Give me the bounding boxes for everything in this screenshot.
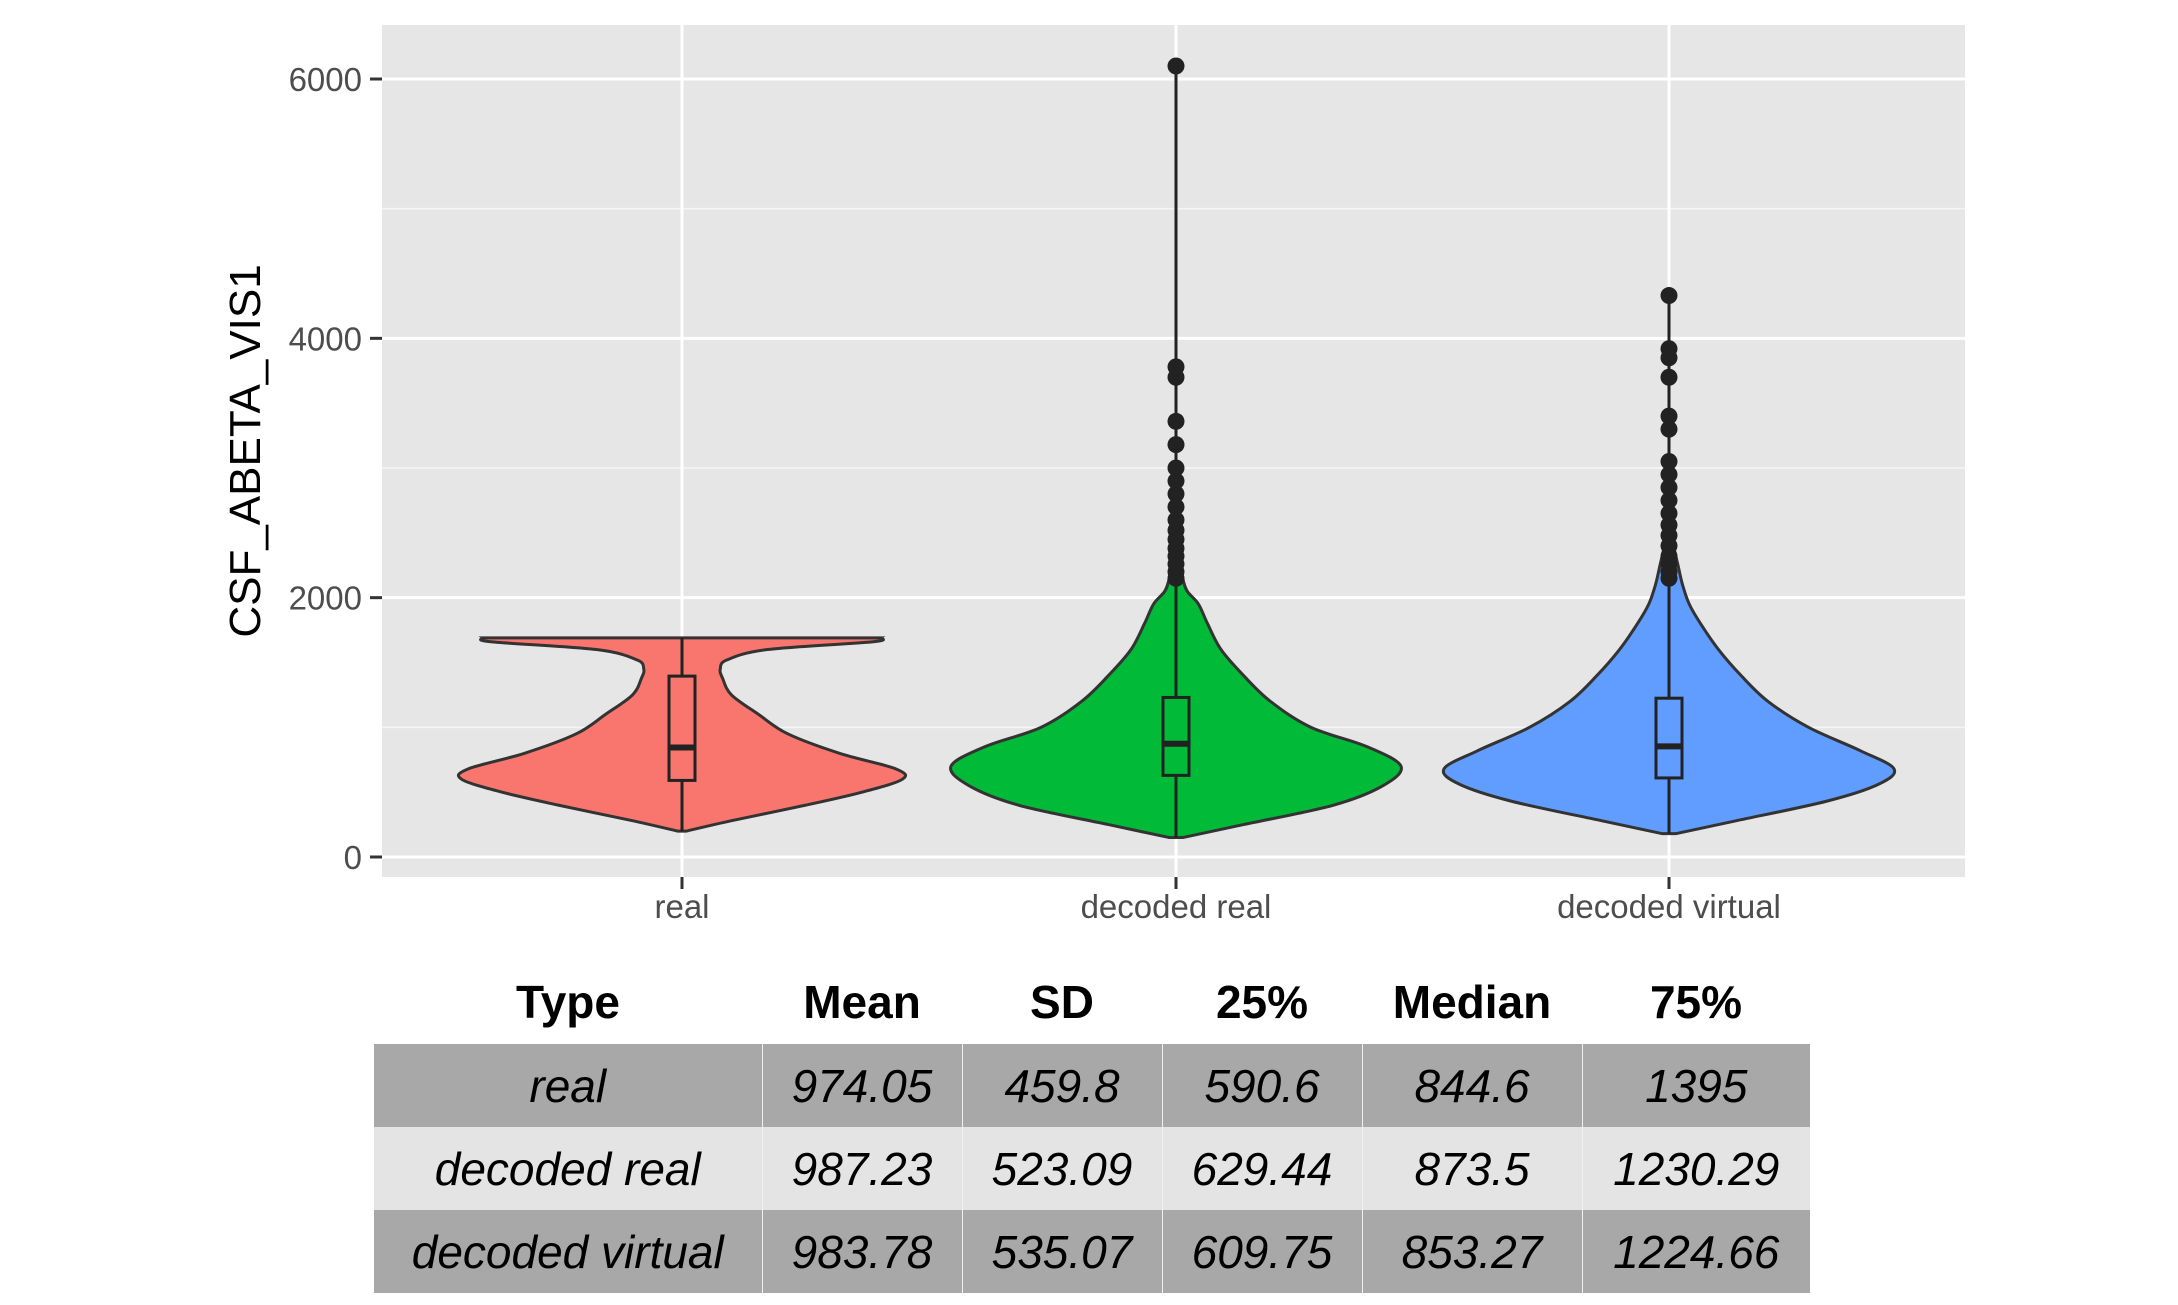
outlier-point — [1660, 368, 1678, 386]
outlier-point — [1660, 420, 1678, 438]
boxplots — [667, 57, 1684, 838]
cell-sd: 459.8 — [961, 1044, 1162, 1127]
cell-median: 853.27 — [1361, 1210, 1582, 1293]
cell-25: 629.44 — [1161, 1127, 1362, 1210]
y-tick-label: 0 — [344, 839, 362, 876]
y-tick-label: 2000 — [289, 580, 362, 617]
table-row: decoded real 987.23 523.09 629.44 873.5 … — [374, 1127, 1810, 1210]
cell-mean: 983.78 — [761, 1210, 962, 1293]
outlier-point — [1660, 504, 1678, 522]
box — [667, 674, 697, 782]
cell-type: decoded real — [374, 1127, 762, 1210]
cell-type: decoded virtual — [374, 1210, 762, 1293]
table-row: real 974.05 459.8 590.6 844.6 1395 — [374, 1044, 1810, 1127]
outlier-point — [1167, 57, 1185, 75]
cell-sd: 523.09 — [961, 1127, 1162, 1210]
cell-25: 609.75 — [1161, 1210, 1362, 1293]
outlier-point — [1167, 436, 1185, 454]
cell-75: 1230.29 — [1581, 1127, 1810, 1210]
y-axis: 0 2000 4000 6000 — [289, 61, 382, 876]
outlier-point — [1167, 459, 1185, 477]
outlier-point — [1660, 516, 1678, 534]
header-25: 25% — [1215, 976, 1309, 1028]
outlier-point — [1167, 412, 1185, 430]
outlier-point — [1167, 485, 1185, 503]
cell-median: 844.6 — [1361, 1044, 1582, 1127]
header-type: Type — [516, 976, 620, 1028]
outlier-point — [1167, 511, 1185, 529]
violin-chart: 0 2000 4000 6000 real decoded real decoded vi… — [221, 25, 1965, 925]
x-axis: real decoded real decoded virtual — [654, 877, 1781, 925]
outlier-point — [1660, 478, 1678, 496]
violin-real — [456, 636, 908, 833]
cell-sd: 535.07 — [961, 1210, 1162, 1293]
table-row: decoded virtual 983.78 535.07 609.75 853… — [374, 1210, 1810, 1293]
outlier-point — [1660, 453, 1678, 471]
outlier-point — [1167, 358, 1185, 376]
outlier-point — [1167, 498, 1185, 516]
cell-25: 590.6 — [1161, 1044, 1362, 1127]
cell-75: 1395 — [1581, 1044, 1810, 1127]
cell-mean: 987.23 — [761, 1127, 962, 1210]
y-tick-label: 4000 — [289, 320, 362, 357]
x-tick-label: decoded virtual — [1557, 888, 1781, 925]
cell-type: real — [374, 1044, 762, 1127]
outlier-point — [1660, 491, 1678, 509]
cell-mean: 974.05 — [761, 1044, 962, 1127]
cell-75: 1224.66 — [1581, 1210, 1810, 1293]
outlier-point — [1660, 465, 1678, 483]
y-axis-label: CSF_ABETA_VIS1 — [221, 264, 270, 637]
summary-table: Type Mean SD 25% Median 75% real 974.05 … — [374, 960, 1810, 1293]
box — [1654, 696, 1684, 780]
y-tick-label: 6000 — [289, 61, 362, 98]
outlier-point — [1660, 287, 1678, 305]
header-75: 75% — [1649, 976, 1743, 1028]
box — [1161, 695, 1191, 777]
header-median: Median — [1392, 976, 1552, 1028]
x-tick-label: real — [654, 888, 709, 925]
table-header-row: Type Mean SD 25% Median 75% — [374, 960, 1810, 1044]
x-tick-label: decoded real — [1081, 888, 1272, 925]
header-mean: Mean — [803, 976, 921, 1028]
outlier-point — [1660, 407, 1678, 425]
header-sd: SD — [1030, 976, 1094, 1028]
cell-median: 873.5 — [1361, 1127, 1582, 1210]
outlier-point — [1167, 472, 1185, 490]
outlier-point — [1660, 340, 1678, 358]
